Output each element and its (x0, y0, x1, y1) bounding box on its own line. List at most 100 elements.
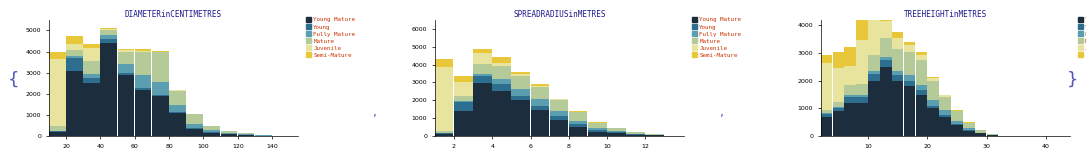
Bar (915, 90, 927, 95)
Bar (645, 134, 664, 135)
Bar (49, 132, 65, 136)
Bar (238, 135, 254, 136)
Bar (821, 117, 832, 136)
Text: }: } (1068, 71, 1078, 89)
Title: TREEHEIGHTinMETRES: TREEHEIGHTinMETRES (904, 10, 987, 19)
Bar (569, 111, 588, 112)
Bar (904, 75, 915, 81)
Bar (473, 64, 492, 74)
Bar (927, 100, 939, 106)
Bar (100, 28, 117, 29)
Bar (255, 135, 272, 136)
Bar (84, 78, 100, 83)
Bar (939, 95, 950, 97)
Bar (880, 14, 892, 21)
Bar (152, 52, 168, 82)
Bar (588, 122, 607, 123)
Bar (152, 51, 168, 52)
Bar (987, 134, 998, 135)
Bar (915, 85, 927, 90)
Bar (117, 73, 135, 75)
Bar (454, 76, 472, 82)
Bar (833, 111, 844, 136)
Bar (169, 112, 186, 113)
Bar (117, 49, 135, 50)
Bar (66, 58, 83, 71)
Bar (645, 135, 664, 136)
Bar (868, 74, 880, 81)
Bar (550, 111, 568, 117)
Bar (117, 50, 135, 52)
Bar (169, 91, 186, 105)
Bar (492, 79, 510, 84)
Bar (512, 76, 530, 89)
Bar (152, 95, 168, 96)
Bar (492, 66, 510, 79)
Bar (845, 95, 856, 97)
Bar (66, 44, 83, 50)
Bar (588, 130, 607, 132)
Bar (531, 84, 550, 85)
Bar (492, 63, 510, 66)
Bar (821, 54, 832, 63)
Bar (473, 76, 492, 83)
Bar (927, 108, 939, 136)
Bar (152, 96, 168, 136)
Bar (454, 82, 472, 96)
Bar (892, 71, 904, 75)
Legend: Young Mature, Young, Fully Mature, Mature, Juvenile, Semi-Mature: Young Mature, Young, Fully Mature, Matur… (306, 17, 355, 58)
Bar (84, 48, 100, 61)
Bar (963, 131, 974, 136)
Bar (434, 131, 453, 133)
Bar (66, 71, 83, 136)
Bar (963, 123, 974, 128)
Legend: Young Mature, Young, Fully Mature, Mature, Juvenile, Semi-Mature: Young Mature, Young, Fully Mature, Matur… (1077, 17, 1086, 58)
Bar (833, 68, 844, 102)
Bar (951, 124, 962, 125)
Bar (627, 135, 645, 136)
Bar (915, 52, 927, 54)
Bar (169, 113, 186, 136)
Bar (135, 75, 151, 88)
Text: ,: , (720, 106, 724, 119)
Bar (434, 67, 453, 131)
Bar (49, 131, 65, 132)
Bar (833, 108, 844, 111)
Bar (927, 81, 939, 100)
Text: {: { (8, 71, 18, 89)
Bar (135, 88, 151, 90)
Bar (904, 45, 915, 52)
Bar (607, 132, 626, 133)
Bar (569, 127, 588, 136)
Bar (915, 95, 927, 136)
Bar (588, 132, 607, 136)
Bar (880, 57, 892, 60)
Bar (100, 43, 117, 136)
Bar (892, 32, 904, 38)
Bar (588, 128, 607, 130)
Bar (975, 132, 986, 133)
Bar (434, 133, 453, 134)
Bar (169, 90, 186, 91)
Bar (238, 133, 254, 134)
Bar (117, 64, 135, 73)
Bar (550, 117, 568, 120)
Bar (868, 71, 880, 74)
Bar (939, 117, 950, 136)
Bar (627, 132, 645, 134)
Bar (588, 123, 607, 128)
Bar (49, 126, 65, 131)
Bar (512, 100, 530, 136)
Bar (84, 74, 100, 78)
Bar (963, 130, 974, 131)
Bar (868, 0, 880, 13)
Bar (473, 53, 492, 64)
Bar (845, 66, 856, 85)
Bar (454, 111, 472, 136)
Bar (856, 95, 868, 97)
Bar (220, 131, 237, 133)
Bar (833, 107, 844, 108)
Bar (821, 63, 832, 110)
Bar (434, 134, 453, 136)
Bar (100, 31, 117, 35)
